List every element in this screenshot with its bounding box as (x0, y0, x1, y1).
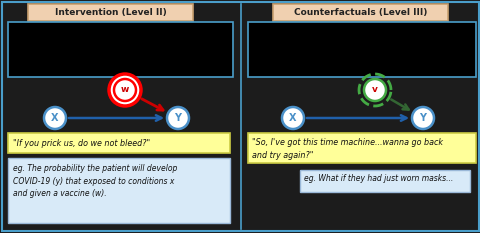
Circle shape (44, 107, 66, 129)
Circle shape (411, 107, 433, 129)
Text: eg. The probability the patient will develop
COVID-19 (y) that exposed to condit: eg. The probability the patient will dev… (13, 164, 177, 198)
FancyBboxPatch shape (273, 4, 447, 21)
Bar (300, 170, 469, 192)
Bar (248, 133, 475, 163)
Bar (8, 22, 232, 77)
FancyBboxPatch shape (28, 4, 192, 21)
Text: "If you prick us, do we not bleed?": "If you prick us, do we not bleed?" (13, 138, 150, 147)
Text: Counterfactuals (Level III): Counterfactuals (Level III) (293, 8, 426, 17)
Circle shape (167, 107, 189, 129)
Circle shape (281, 107, 303, 129)
Text: X: X (288, 113, 296, 123)
Circle shape (109, 74, 141, 106)
Text: v: v (372, 86, 377, 95)
Text: Y: Y (419, 113, 426, 123)
Text: Intervention (Level II): Intervention (Level II) (55, 8, 166, 17)
Text: eg. What if they had just worn masks...: eg. What if they had just worn masks... (303, 174, 452, 183)
Text: X: X (51, 113, 59, 123)
Text: Y: Y (174, 113, 181, 123)
Bar (8, 133, 229, 153)
Circle shape (363, 79, 385, 101)
Circle shape (114, 79, 136, 101)
Text: w: w (120, 86, 129, 95)
Text: "So, I've got this time machine...wanna go back
and try again?": "So, I've got this time machine...wanna … (252, 138, 442, 160)
Bar (248, 22, 475, 77)
Bar (8, 158, 229, 223)
